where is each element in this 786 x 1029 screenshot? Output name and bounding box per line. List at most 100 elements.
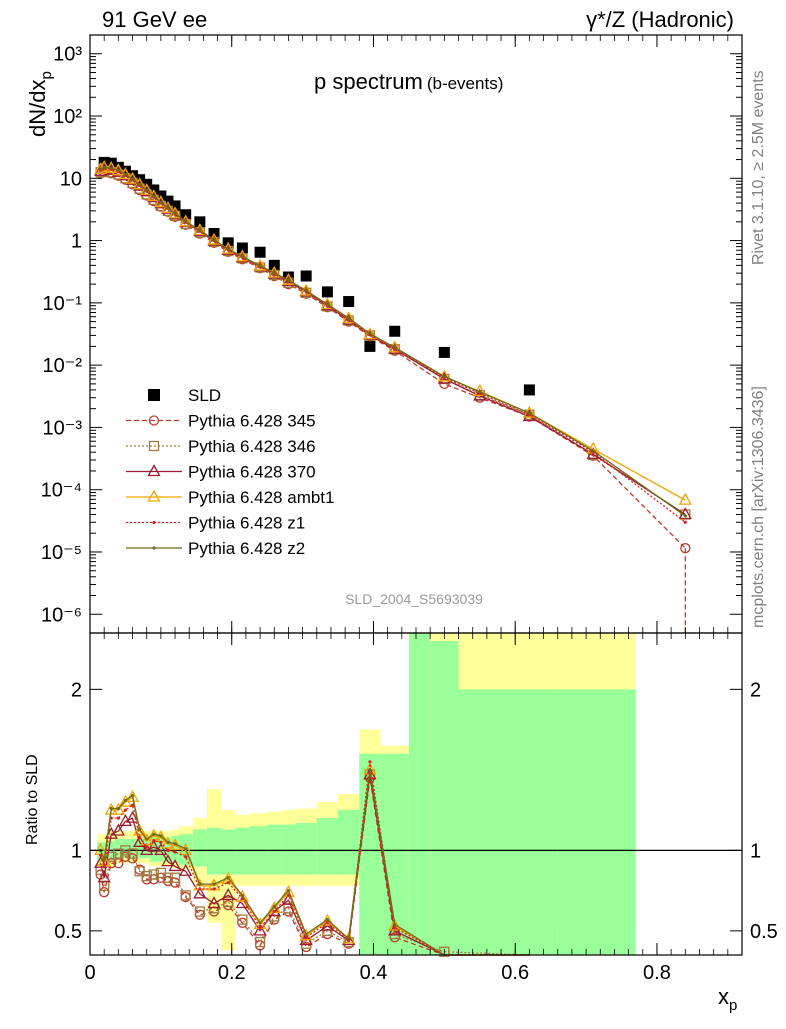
ytick-label: 10⁻⁴: [41, 480, 82, 502]
data-point: [111, 823, 125, 836]
data-point: [389, 325, 401, 337]
data-point: [127, 848, 138, 859]
data-point: [173, 842, 177, 846]
data-point: [343, 296, 355, 308]
data-point: [147, 489, 161, 502]
data-point: [258, 264, 262, 268]
ratio-ytick-label-right: 0.5: [750, 921, 778, 943]
data-point: [286, 278, 291, 282]
ytick-label: 10⁻⁶: [41, 604, 82, 626]
data-point: [120, 845, 131, 856]
data-point: [226, 880, 230, 885]
band-stat: [295, 822, 317, 875]
data-point: [320, 913, 335, 926]
mcplots-label: mcplots.cern.ch [arXiv:1306.3436]: [750, 386, 767, 628]
data-point: [127, 170, 139, 182]
xlabel: xp: [718, 984, 737, 1014]
data-point: [168, 859, 182, 872]
band-stat: [359, 753, 381, 955]
data-point: [272, 271, 276, 275]
data-point: [683, 514, 687, 518]
data-point: [119, 165, 131, 177]
xtick-label: 0: [84, 962, 95, 984]
series-6: [99, 165, 687, 518]
legend-entry: Pythia 6.428 z1: [126, 514, 305, 533]
data-point: [368, 760, 372, 764]
ratio-plot-layer: [94, 760, 530, 957]
data-point: [179, 863, 193, 876]
axes-layer: 10³ 10² 10 1 10⁻¹ 10⁻² 10⁻³ 10⁻⁴ 10⁻⁵ 10⁻⁶ 0 0.2 0.4…: [41, 34, 778, 984]
band-stat: [206, 827, 222, 875]
data-point: [268, 259, 280, 271]
data-point: [120, 851, 131, 862]
data-point: [304, 935, 308, 939]
band-stat: [458, 689, 502, 955]
legend-label: Pythia 6.428 345: [188, 412, 316, 431]
ytick-label: 10⁻³: [43, 417, 83, 439]
data-point: [226, 876, 230, 880]
data-point: [388, 918, 402, 931]
data-point: [304, 932, 308, 936]
data-point: [236, 242, 248, 254]
ratio-ytick-label: 0.5: [54, 921, 82, 943]
data-point: [145, 845, 149, 849]
data-point: [138, 182, 142, 186]
ytick-label: 10²: [53, 106, 82, 128]
data-point: [161, 854, 175, 867]
data-point: [169, 200, 181, 212]
data-point: [97, 870, 111, 883]
data-point: [125, 810, 140, 823]
main-plot-layer: [94, 156, 692, 633]
ytick-label: 1: [71, 231, 82, 253]
data-point: [159, 840, 163, 844]
ratio-series-4: [99, 760, 530, 956]
data-point: [363, 327, 377, 340]
band-stat: [281, 824, 296, 875]
data-point: [207, 896, 221, 909]
data-point: [299, 928, 313, 941]
band-stat: [150, 837, 158, 862]
header-right-label: γ*/Z (Hadronic): [586, 7, 734, 32]
data-point: [140, 183, 154, 196]
data-point: [99, 887, 110, 898]
data-point: [94, 163, 108, 176]
band-stat: [192, 829, 207, 867]
band-stat: [97, 842, 108, 862]
data-point: [125, 789, 140, 802]
legend-label: Pythia 6.428 ambt1: [188, 488, 334, 507]
main-ylabel: dN/dxp: [25, 71, 55, 137]
data-point: [254, 936, 266, 948]
data-point: [173, 211, 177, 215]
legend: SLD Pythia 6.428 345 Pythia 6.428 346 Pythi…: [126, 386, 334, 558]
data-point: [282, 271, 294, 283]
data-point: [194, 216, 206, 228]
data-point: [240, 254, 244, 259]
data-point: [198, 887, 202, 891]
data-point: [212, 238, 216, 242]
data-point: [147, 839, 161, 852]
data-point: [148, 440, 160, 452]
data-point: [393, 922, 397, 927]
data-point: [159, 834, 163, 838]
data-point: [347, 937, 351, 941]
band-stat: [316, 818, 339, 875]
legend-entry: Pythia 6.428 345: [126, 412, 316, 431]
plot-title: p spectrum (b-events): [314, 69, 503, 94]
data-point: [393, 926, 397, 930]
data-point: [147, 464, 161, 477]
data-point: [123, 798, 128, 803]
rivet-version-label: Rivet 3.1.10, ≥ 2.5M events: [750, 70, 767, 265]
data-point: [94, 855, 108, 868]
legend-entry: Pythia 6.428 346: [126, 437, 316, 456]
data-point: [258, 926, 262, 930]
data-point: [152, 832, 156, 836]
band-stat: [338, 810, 360, 875]
data-point: [147, 189, 161, 202]
data-point: [342, 312, 356, 325]
ytick-label: 10⁻²: [43, 355, 83, 377]
data-point: [99, 167, 103, 171]
data-point: [523, 384, 535, 396]
data-point: [152, 194, 156, 198]
data-point: [223, 896, 234, 908]
